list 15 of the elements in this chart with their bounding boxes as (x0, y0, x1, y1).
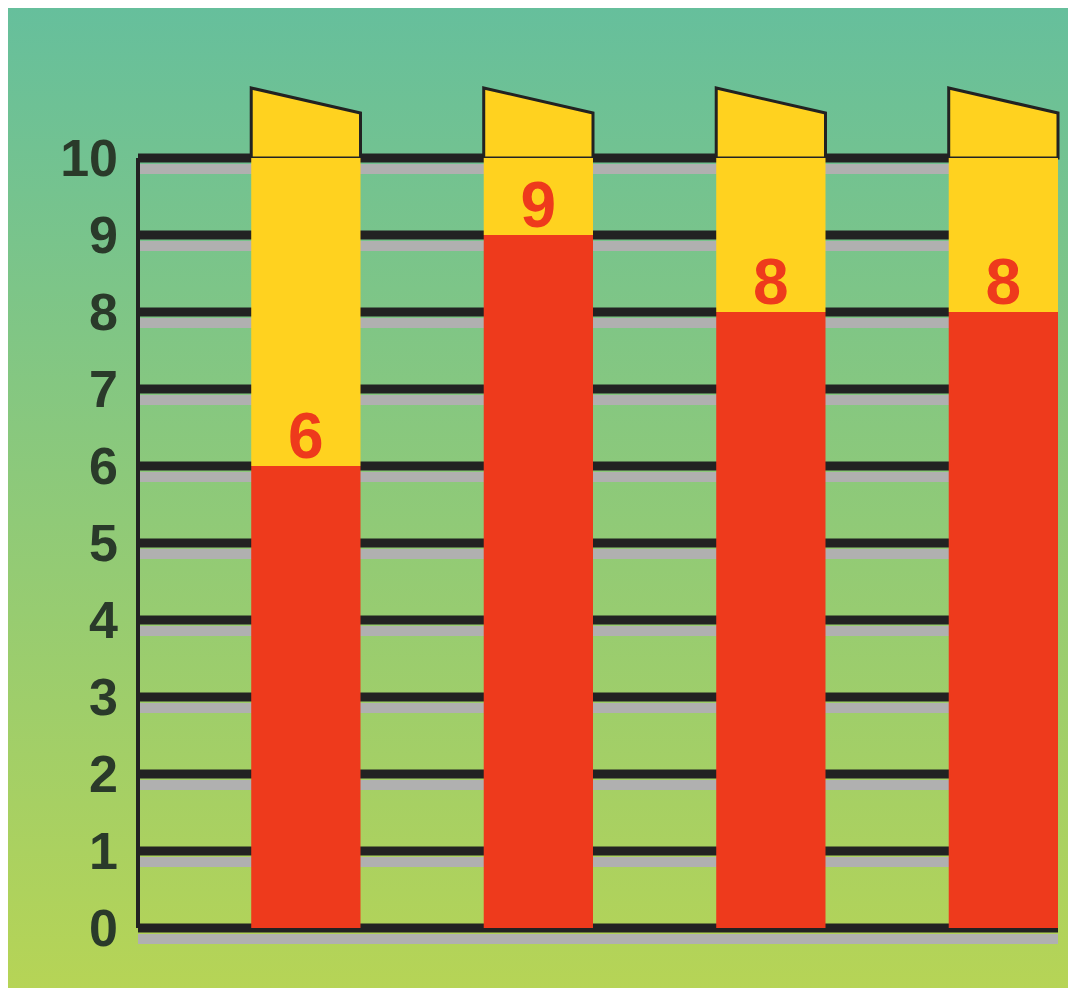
y-tick-label: 7 (89, 360, 118, 419)
y-tick-label: 9 (89, 206, 118, 265)
y-tick-label: 2 (89, 745, 118, 804)
y-tick-label: 4 (89, 591, 119, 650)
y-tick-label: 3 (89, 668, 118, 727)
y-tick-label: 8 (89, 283, 118, 342)
y-tick-label: 0 (89, 899, 118, 958)
y-tick-label: 10 (60, 129, 118, 188)
data-label: 8 (753, 246, 789, 318)
data-label: 6 (288, 400, 324, 472)
y-tick-label: 1 (89, 822, 118, 881)
data-label: 9 (520, 169, 557, 241)
data-label: 8 (985, 246, 1022, 318)
y-tick-label: 5 (89, 514, 118, 573)
y-tick-label: 6 (89, 437, 118, 496)
